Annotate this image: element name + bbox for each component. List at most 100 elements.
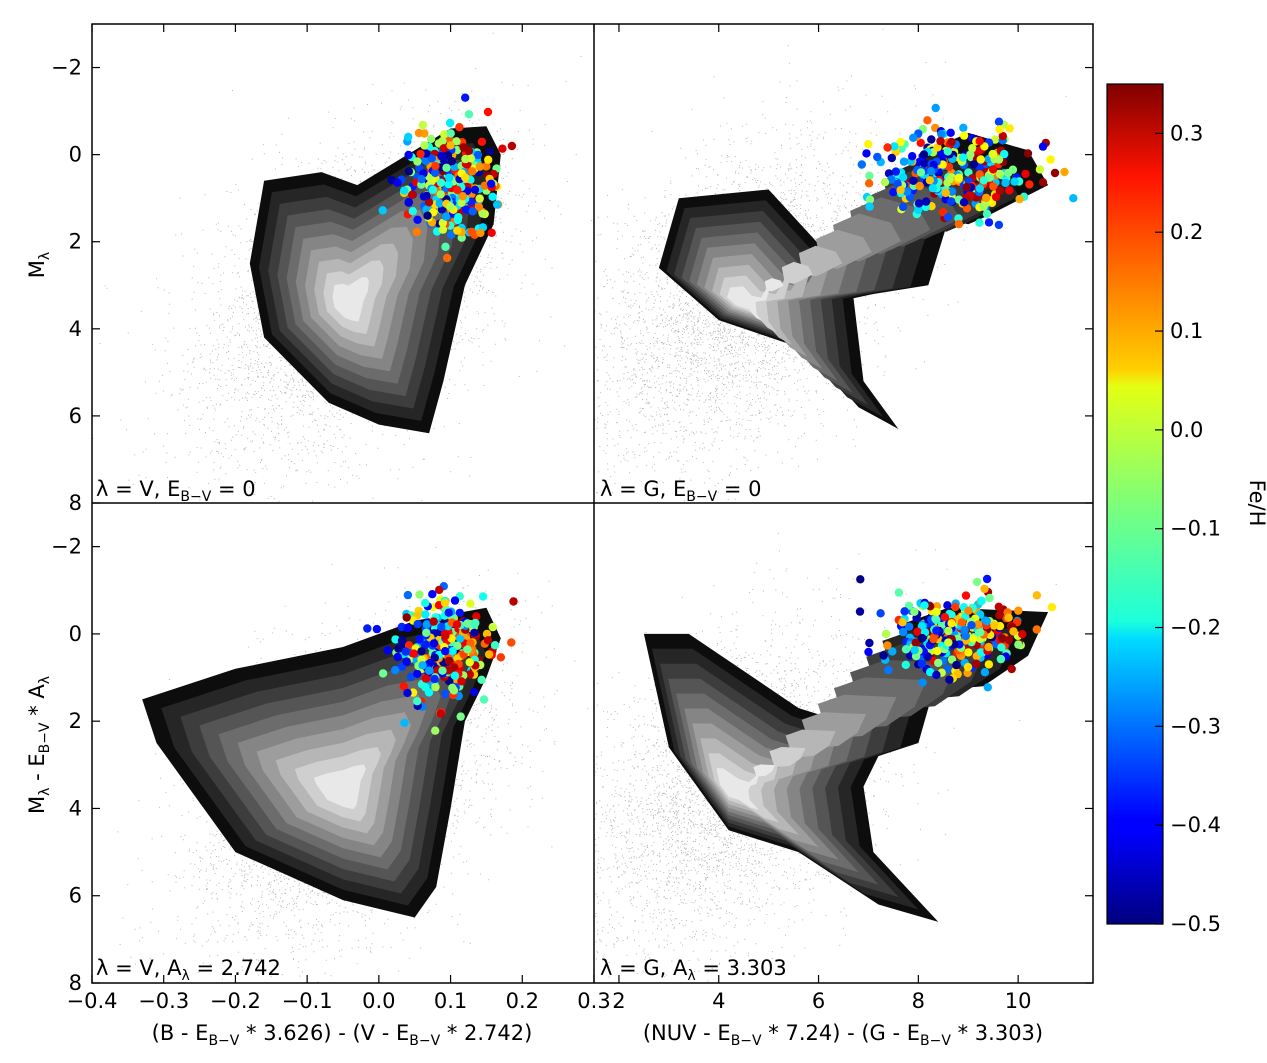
clump-star bbox=[911, 638, 920, 647]
clump-star bbox=[490, 641, 500, 650]
clump-star bbox=[959, 198, 969, 207]
clump-star bbox=[925, 176, 935, 185]
clump-star bbox=[982, 616, 991, 626]
clump-star bbox=[461, 173, 470, 182]
clump-star bbox=[413, 157, 422, 166]
colorbar-tick-label: −0.5 bbox=[1170, 912, 1221, 936]
clump-star bbox=[391, 665, 400, 675]
clump-star bbox=[902, 187, 912, 196]
clump-star bbox=[450, 671, 460, 680]
clump-star bbox=[989, 621, 999, 630]
clump-star bbox=[468, 207, 477, 216]
clump-star bbox=[453, 641, 462, 650]
y-tick-label: 2 bbox=[69, 230, 82, 254]
clump-star bbox=[416, 149, 425, 159]
clump-star bbox=[896, 186, 905, 195]
clump-star bbox=[915, 181, 924, 191]
clump-star bbox=[1005, 124, 1014, 133]
colorbar-tick-label: 0.2 bbox=[1170, 220, 1203, 244]
clump-star bbox=[428, 590, 437, 599]
clump-star bbox=[951, 602, 960, 612]
clump-star bbox=[982, 193, 991, 203]
clump-star bbox=[932, 670, 941, 680]
clump-star bbox=[496, 653, 506, 662]
clump-star bbox=[910, 645, 919, 655]
x-tick-label: 10 bbox=[1005, 989, 1032, 1013]
clump-star bbox=[997, 643, 1006, 652]
clump-star bbox=[418, 661, 427, 670]
clump-star bbox=[952, 660, 961, 670]
density-contours bbox=[643, 607, 1049, 922]
clump-star bbox=[461, 154, 470, 164]
clump-star bbox=[400, 718, 409, 728]
clump-star bbox=[928, 184, 937, 193]
clump-star bbox=[995, 186, 1005, 195]
clump-star bbox=[991, 192, 1001, 202]
clump-star bbox=[470, 628, 479, 637]
clump-star bbox=[921, 197, 931, 206]
clump-star bbox=[929, 634, 938, 644]
y-tick-label: 0 bbox=[69, 622, 82, 646]
clump-star bbox=[954, 219, 964, 229]
clump-star bbox=[455, 608, 464, 618]
clump-star bbox=[449, 686, 459, 695]
clump-star bbox=[412, 227, 421, 237]
clump-star bbox=[962, 183, 971, 192]
clump-star bbox=[1032, 591, 1042, 600]
clump-star bbox=[436, 178, 446, 187]
clump-star bbox=[438, 218, 447, 228]
clump-star bbox=[975, 137, 984, 146]
clump-star bbox=[457, 198, 466, 207]
clump-star bbox=[901, 660, 910, 669]
clump-star bbox=[973, 620, 983, 629]
clump-star bbox=[947, 137, 956, 147]
clump-star bbox=[429, 639, 439, 648]
clump-star bbox=[447, 157, 457, 166]
clump-star bbox=[966, 150, 975, 159]
clump-star bbox=[509, 597, 518, 606]
clump-star bbox=[456, 712, 465, 721]
clump-star bbox=[975, 170, 984, 179]
clump-star bbox=[455, 634, 465, 643]
clump-star bbox=[403, 623, 412, 633]
clump-star bbox=[397, 636, 407, 645]
clump-star bbox=[468, 167, 477, 176]
clump-star bbox=[444, 656, 454, 666]
clump-star bbox=[1023, 149, 1033, 158]
panel-label-bottom-left: λ = V, Aλ = 2.742 bbox=[96, 956, 281, 984]
clump-star bbox=[450, 596, 460, 605]
clump-star bbox=[960, 625, 969, 635]
clump-star bbox=[881, 629, 891, 639]
clump-star bbox=[864, 647, 873, 657]
clump-star bbox=[947, 610, 956, 620]
clump-star bbox=[413, 697, 422, 706]
clump-star bbox=[477, 675, 486, 684]
clump-star bbox=[418, 120, 428, 130]
clump-star bbox=[483, 636, 493, 645]
clump-star bbox=[862, 149, 871, 158]
clump-star bbox=[441, 212, 451, 221]
clump-star bbox=[446, 129, 455, 138]
clump-star bbox=[378, 669, 388, 678]
clump-star bbox=[478, 209, 487, 218]
clump-star bbox=[959, 131, 969, 140]
clump-star bbox=[394, 644, 403, 653]
clump-star bbox=[959, 123, 968, 132]
clump-star bbox=[873, 152, 882, 162]
clump-star bbox=[899, 157, 909, 166]
clump-star bbox=[976, 628, 985, 637]
clump-star bbox=[417, 647, 426, 656]
clump-star bbox=[425, 666, 434, 675]
contour-level bbox=[700, 729, 836, 835]
clump-star bbox=[488, 622, 497, 632]
clump-star bbox=[408, 190, 417, 199]
x-tick-label: 2 bbox=[612, 989, 625, 1013]
clump-star bbox=[478, 592, 488, 601]
clump-star bbox=[1047, 603, 1057, 612]
clump-star bbox=[463, 619, 472, 628]
clump-star bbox=[977, 596, 986, 606]
clump-star bbox=[943, 213, 953, 222]
clump-star bbox=[474, 202, 484, 211]
clump-star bbox=[431, 161, 440, 171]
clump-star bbox=[487, 228, 496, 237]
